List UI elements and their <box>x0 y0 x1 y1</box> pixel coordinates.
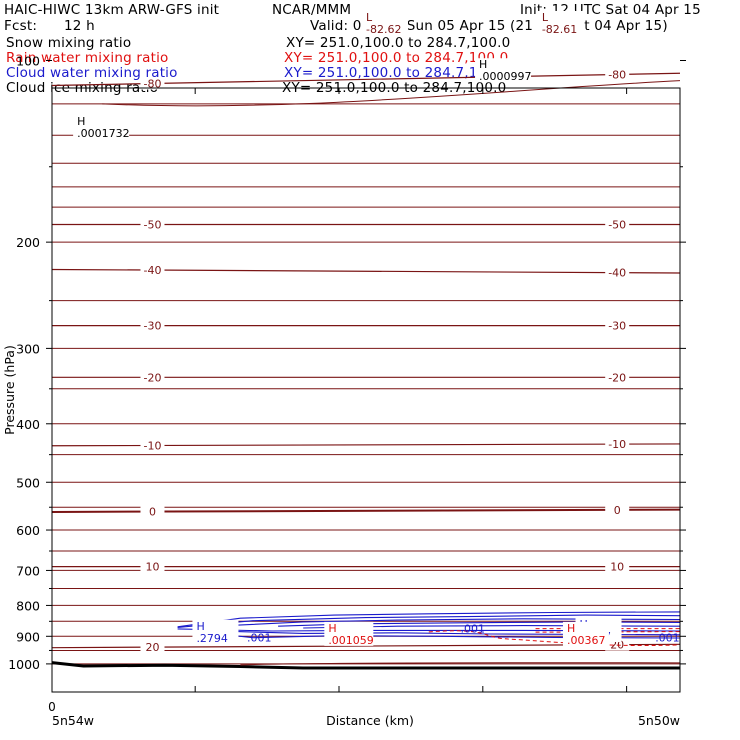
y-tick-label: 200 <box>16 235 40 250</box>
extremum-value: -82.61 <box>542 23 577 36</box>
field-name-snow: Snow mixing ratio <box>6 35 132 51</box>
extrema-annotations: L-82.62L-82.61H.0001732H.0000997H.2794H.… <box>73 10 680 647</box>
annotation-bg <box>562 621 609 646</box>
field-name-rain: Rain water mixing ratio <box>6 50 169 66</box>
extremum-value: .0001732 <box>77 127 129 140</box>
annotation-bg <box>324 621 374 646</box>
y-tick-label: 500 <box>16 475 40 490</box>
isotherm-label-bg <box>605 560 630 573</box>
model-title: HAIC-HIWC 13km ARW-GFS init <box>4 2 220 18</box>
extremum-marker: H <box>328 622 336 635</box>
isotherm-label-bg <box>605 438 630 451</box>
isotherm-label-bg <box>140 505 165 518</box>
isotherm-label: -80 <box>608 69 626 82</box>
isotherm-label-bg <box>605 68 630 81</box>
cloud-water-contour <box>227 618 681 627</box>
contour-label: .001 <box>655 632 680 645</box>
isotherm-label: -50 <box>143 219 161 232</box>
isotherm-label: -40 <box>143 264 161 277</box>
isotherm-label-bg <box>140 560 165 573</box>
y-tick-label: 300 <box>16 341 40 356</box>
y-tick-label: 400 <box>16 417 40 432</box>
isotherm-label-bg <box>605 266 630 279</box>
y-tick-label: 700 <box>16 563 40 578</box>
isotherm-label-bg <box>605 218 630 231</box>
terrain-line <box>51 661 680 670</box>
x-end-label-right: 5n50w <box>638 713 680 728</box>
pressure-gridlines <box>52 103 680 665</box>
y-tick-label: 100 <box>16 54 40 69</box>
y-tick-label: 1000 <box>8 657 40 672</box>
cloud-water-contour <box>177 611 681 628</box>
annotation-bg <box>362 10 408 35</box>
x-axis-title: Distance (km) <box>326 713 414 728</box>
extremum-value: .00367 <box>567 634 606 647</box>
contour-label: .001 <box>247 632 272 645</box>
org-label: NCAR/MMM <box>272 2 352 18</box>
rain-water-contour <box>428 630 681 647</box>
isotherm-label-bg <box>140 319 165 332</box>
plot-frame <box>51 87 681 693</box>
isotherm-label: 0 <box>149 506 156 519</box>
y-axis-title: Pressure (hPa) <box>2 345 17 435</box>
isotherm-label-bg <box>140 439 165 452</box>
extremum-marker: H <box>77 115 85 128</box>
extremum-value: -82.62 <box>366 23 401 36</box>
forecast-hours: 12 h <box>64 18 95 34</box>
extremum-marker: H <box>196 620 204 633</box>
annotation-bg <box>73 115 130 140</box>
forecast-label: Fcst: <box>4 18 38 34</box>
isotherm-label: 20 <box>145 641 159 654</box>
y-tick-label: 900 <box>16 629 40 644</box>
isotherm-label: 10 <box>145 561 159 574</box>
isotherm-label-bg <box>140 218 165 231</box>
x-end-label-left: 5n54w <box>52 713 94 728</box>
isotherm-line <box>240 662 681 666</box>
isotherm-label-bg <box>605 371 630 384</box>
field-xy-rain: XY= 251.0,100.0 to 284.7,100.0 <box>284 50 509 66</box>
isotherm-label: -30 <box>143 320 161 333</box>
isotherm-label: -80 <box>143 78 161 91</box>
isotherm-label: -10 <box>143 439 161 452</box>
isotherm-label: -20 <box>608 371 626 384</box>
extremum-value: .2794 <box>196 632 228 645</box>
isotherm-label-bg <box>140 641 165 654</box>
isotherm-label-bg <box>140 77 165 90</box>
isotherm-label-bg <box>140 264 165 277</box>
extremum-marker: L <box>366 11 373 24</box>
temperature-isotherms: -80 -80 -50 -50 -40 -40 -30 -30 -20 -20 -10 -10 0 0 10… <box>51 68 681 654</box>
x-tick-label: 0 <box>48 700 56 714</box>
isotherm-label: -40 <box>608 267 626 280</box>
isotherm-label: -10 <box>608 438 626 451</box>
isotherm-label: -50 <box>608 219 626 232</box>
terrain-line <box>51 661 681 670</box>
cloud-water-contour <box>196 629 681 636</box>
extremum-marker: H <box>479 58 487 71</box>
contour-label: .001 <box>461 622 486 635</box>
y-tick-label: 800 <box>16 598 40 613</box>
isotherm-line <box>102 80 681 107</box>
isotherm-label: -30 <box>608 320 626 333</box>
isotherm-label-bg <box>140 371 165 384</box>
field-xy-cloud-water: XY= 251.0,100.0 to 284.7,100.0 <box>284 65 509 81</box>
y-tick-label: 600 <box>16 523 40 538</box>
isotherm-label-bg <box>605 503 630 516</box>
cloud-water-contour <box>177 614 681 628</box>
isotherm-label-bg <box>605 319 630 332</box>
extremum-marker: H <box>567 622 575 635</box>
isotherm-label: 0 <box>614 504 621 517</box>
isotherm-label: -20 <box>143 371 161 384</box>
extremum-value: .0000997 <box>479 70 532 83</box>
annotation-bg <box>475 58 532 83</box>
extremum-marker: L <box>542 11 549 24</box>
field-xy-snow: XY= 251.0,100.0 to 284.7,100.0 <box>286 35 511 51</box>
field-name-cloud-water: Cloud water mixing ratio <box>6 65 178 81</box>
extremum-value: .001059 <box>328 634 374 647</box>
annotation-bg <box>192 619 239 644</box>
annotation-bg <box>537 10 584 35</box>
isotherm-label: 10 <box>610 561 624 574</box>
